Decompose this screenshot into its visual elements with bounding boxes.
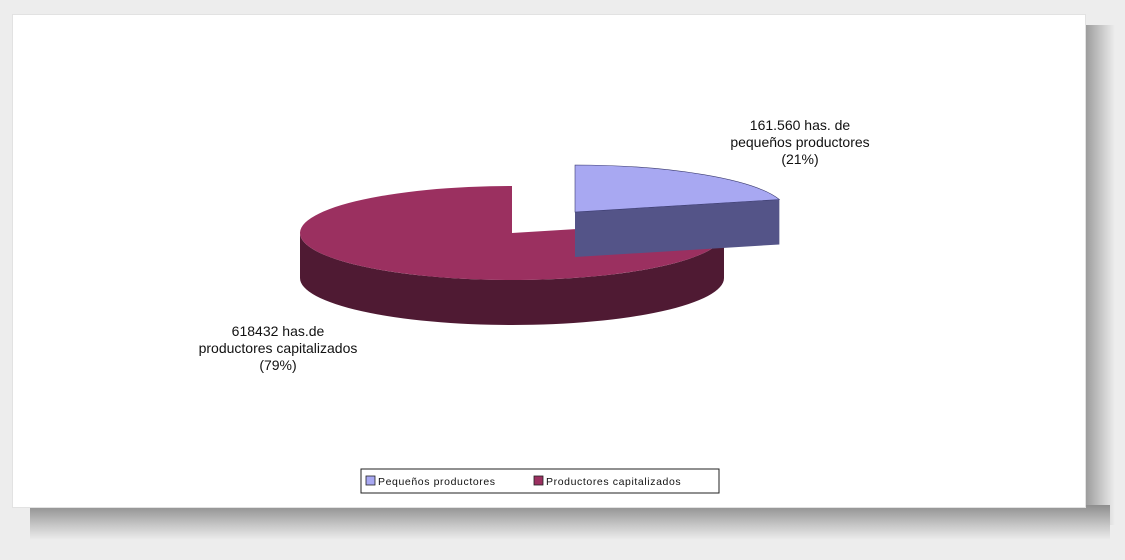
label-small-line-2: pequeños productores [730,134,869,150]
slice-small-side [575,199,780,257]
legend: Pequeños productores Productores capital… [360,468,720,494]
label-small-line-3: (21%) [781,151,818,167]
legend-swatch-capitalized [533,475,544,486]
label-large-line-1: 618432 has.de [232,323,325,339]
label-small-line-1: 161.560 has. de [750,117,851,133]
frame-shadow-bottom [30,505,1110,540]
slice-capitalized-top [300,186,725,280]
label-small-producers: 161.560 has. de pequeños productores (21… [730,117,869,167]
legend-label-capitalized: Productores capitalizados [546,476,681,488]
slice-capitalized-side [300,233,724,325]
pie-slices [300,164,781,325]
legend-label-small: Pequeños productores [378,476,496,488]
label-large-line-2: productores capitalizados [199,340,358,356]
label-large-line-3: (79%) [259,357,296,373]
slice-small-top [574,164,781,213]
frame-shadow-right [1085,25,1115,525]
label-capitalized-producers: 618432 has.de productores capitalizados … [199,323,358,373]
legend-swatch-small [365,475,376,486]
